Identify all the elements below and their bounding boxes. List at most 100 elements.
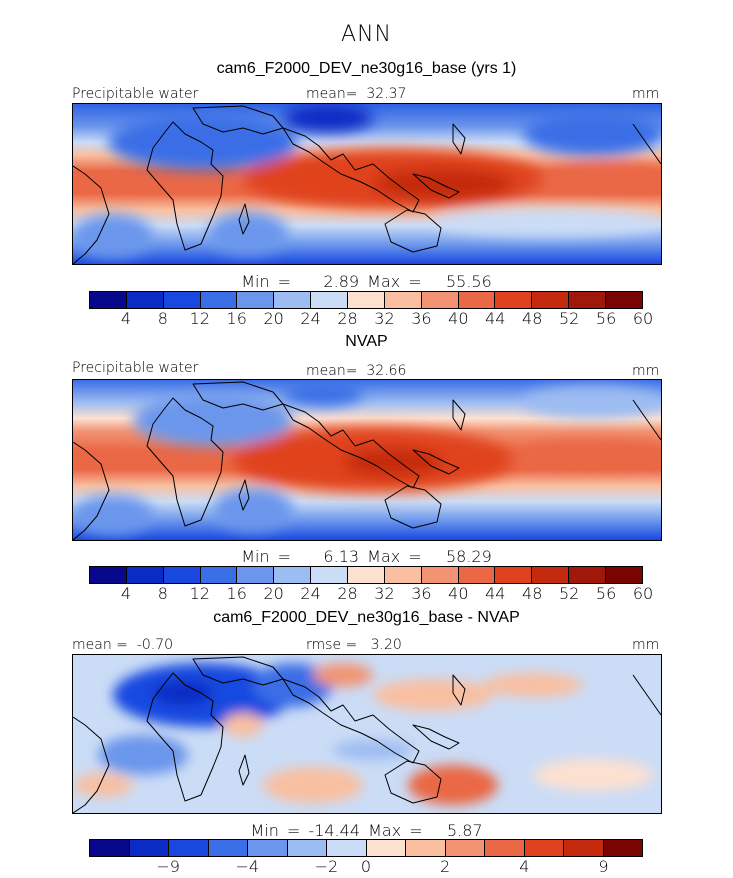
colorbar-swatch: [366, 840, 406, 856]
colorbar-swatch: [327, 840, 367, 856]
colorbar-swatch: [421, 567, 459, 583]
colorbar-tick-label: 56: [595, 584, 617, 603]
panel1-mean: mean= 32.37: [306, 86, 406, 102]
panel2-min-value: 6.13: [323, 547, 360, 566]
panel2-mean-value: 32.66: [366, 363, 407, 379]
panel1-map: [72, 103, 662, 265]
panel3-mean: mean = -0.70: [72, 637, 173, 653]
colorbar-swatch: [126, 292, 164, 308]
colorbar-swatch: [348, 567, 385, 583]
colorbar-swatch: [458, 567, 496, 583]
colorbar-swatch: [200, 292, 238, 308]
colorbar-tick-label: 60: [632, 309, 654, 328]
colorbar-swatch: [445, 840, 485, 856]
panel3-mean-value: -0.70: [136, 637, 174, 653]
colorbar-tick-label: 44: [485, 584, 506, 603]
colorbar-swatch: [532, 567, 570, 583]
colorbar-swatch: [524, 840, 564, 856]
colorbar-tick-label: 48: [522, 584, 543, 603]
figure-title: ANN: [341, 22, 392, 47]
panel2-max-value: 58.29: [445, 547, 492, 566]
colorbar-tick-label: 40: [448, 584, 469, 603]
panel2-mean: mean= 32.66: [306, 363, 406, 379]
panel2-max-label: Max =: [367, 547, 422, 566]
colorbar-tick-label: 36: [411, 584, 432, 603]
colorbar-tick-label: 8: [157, 584, 168, 603]
colorbar-tick-label: 28: [337, 584, 358, 603]
colorbar-swatch: [532, 292, 570, 308]
colorbar-tick-label: 4: [120, 584, 132, 603]
panel2-variable-label: Precipitable water: [72, 360, 199, 376]
panel3-title: cam6_F2000_DEV_ne30g16_base - NVAP: [213, 609, 520, 626]
colorbar-swatch: [406, 840, 446, 856]
colorbar-swatch: [287, 840, 327, 856]
panel1-map-svg: [73, 104, 661, 264]
colorbar-swatch: [129, 840, 169, 856]
panel3-mean-label: mean =: [72, 637, 128, 653]
colorbar-swatch: [274, 567, 312, 583]
colorbar-swatch: [90, 567, 127, 583]
panel1-variable-label: Precipitable water: [72, 86, 199, 102]
panel1-min-label: Min =: [241, 272, 292, 291]
colorbar-tick-label: 44: [485, 309, 506, 328]
colorbar-tick-label: 28: [337, 309, 358, 328]
colorbar-tick-label: 32: [374, 584, 395, 603]
colorbar-tick-label: 56: [595, 309, 617, 328]
panel2-units: mm: [632, 363, 660, 379]
colorbar-swatch: [485, 840, 525, 856]
panel1-colorbar: [89, 291, 643, 309]
panel1-max-value: 55.56: [445, 272, 492, 291]
panel3-max-value: 5.87: [446, 821, 483, 840]
colorbar-swatch: [603, 840, 642, 856]
panel3-max-label: Max =: [368, 821, 423, 840]
colorbar-swatch: [237, 567, 275, 583]
panel1-min-value: 2.89: [323, 272, 360, 291]
panel1-colorbar-ticks: 4 8 12 16 20 24 28 32 36 40 44 48 52 56 60: [89, 309, 653, 329]
colorbar-tick-label: 52: [558, 584, 580, 603]
panel2-colorbar: [89, 566, 643, 584]
colorbar-tick-label: 16: [226, 309, 247, 328]
colorbar-swatch: [348, 292, 385, 308]
colorbar-swatch: [606, 567, 642, 583]
panel2-minmax: Min = 6.13 Max = 58.29: [0, 547, 733, 566]
colorbar-tick-label: 24: [300, 584, 321, 603]
colorbar-swatch: [495, 292, 533, 308]
colorbar-tick-label: 36: [411, 309, 432, 328]
colorbar-swatch: [311, 567, 349, 583]
panel3-min-value: -14.44: [308, 821, 360, 840]
panel1-max-label: Max =: [367, 272, 422, 291]
colorbar-swatch: [163, 567, 201, 583]
colorbar-swatch: [384, 292, 422, 308]
panel2-map-svg: [73, 380, 661, 540]
panel3-map-svg: [73, 655, 661, 813]
panel3-units: mm: [632, 637, 660, 653]
colorbar-tick-label: −9: [156, 857, 180, 876]
colorbar-tick-label: 32: [374, 309, 395, 328]
colorbar-tick-label: 40: [448, 309, 469, 328]
panel1-mean-value: 32.37: [366, 86, 407, 102]
panel2-mean-label: mean=: [306, 363, 358, 379]
colorbar-tick-label: 4: [120, 309, 132, 328]
colorbar-swatch: [274, 292, 312, 308]
panel2-map: [72, 379, 662, 541]
colorbar-swatch: [248, 840, 288, 856]
colorbar-swatch: [126, 567, 164, 583]
colorbar-tick-label: 12: [189, 309, 210, 328]
panel2-title: NVAP: [345, 333, 388, 350]
colorbar-swatch: [569, 567, 607, 583]
panel3-rmse-value: 3.20: [370, 637, 402, 653]
panel2-min-label: Min =: [241, 547, 292, 566]
panel3-colorbar-ticks: −9 −4 −2 0 2 4 9: [89, 857, 641, 877]
colorbar-swatch: [311, 292, 349, 308]
panel3-map: [72, 654, 662, 814]
colorbar-tick-label: 60: [632, 584, 654, 603]
panel3-colorbar: [89, 839, 643, 857]
colorbar-tick-label: 8: [157, 309, 168, 328]
colorbar-tick-label: −2: [314, 857, 339, 876]
panel2-colorbar-ticks: 4 8 12 16 20 24 28 32 36 40 44 48 52 56 60: [89, 584, 653, 604]
colorbar-tick-label: 52: [558, 309, 580, 328]
colorbar-swatch: [606, 292, 642, 308]
panel3-min-label: Min =: [250, 821, 301, 840]
colorbar-tick-label: 20: [263, 584, 284, 603]
colorbar-swatch: [495, 567, 533, 583]
